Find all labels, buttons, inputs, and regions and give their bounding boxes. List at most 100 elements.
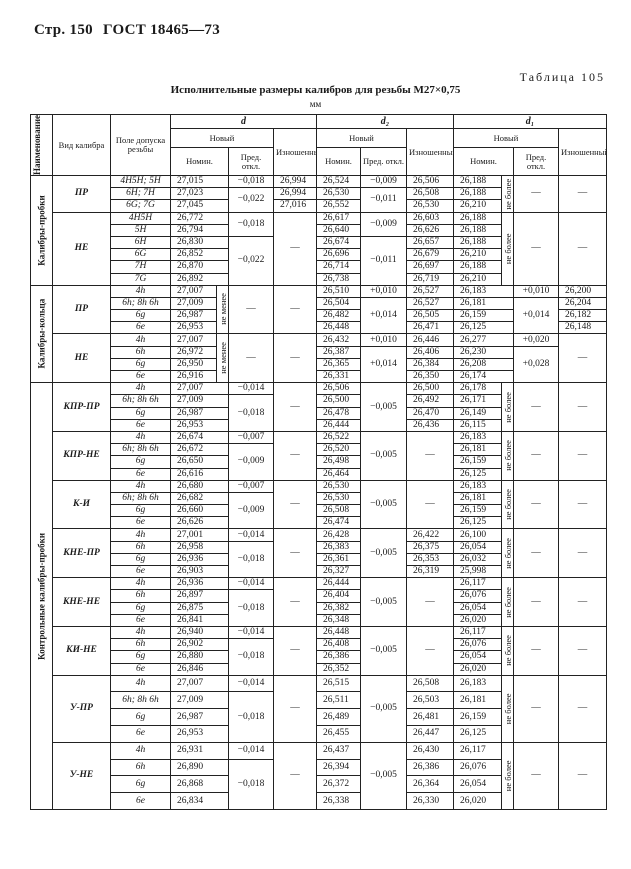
cell-tolerance-field: 5H — [110, 223, 171, 237]
cell-d-nominal: 26,916 — [170, 369, 217, 384]
cell-d2-worn: 26,364 — [406, 775, 454, 794]
cell-d2-nominal: 26,464 — [316, 467, 361, 481]
cell-d2-nominal: 26,530 — [316, 479, 361, 493]
cell-tolerance-field: 6h — [110, 589, 171, 603]
cell-d1-note: не более — [501, 626, 514, 676]
cell-gauge-type: КНЕ-ПР — [52, 528, 111, 579]
cell-d1-deviation: — — [513, 479, 559, 530]
table-row: 6h 26,897 −0,018 26,404 26,076 — [31, 589, 607, 627]
cell-d-nominal: 26,870 — [170, 260, 229, 274]
cell-tolerance-field: 4h — [110, 479, 171, 493]
cell-d2-nominal: 26,365 — [316, 357, 361, 372]
cell-tolerance-field: 4H5H — [110, 211, 171, 225]
cell-tolerance-field: 7H — [110, 260, 171, 274]
cell-d2-worn: 26,530 — [406, 199, 454, 213]
cell-d2-worn: 26,436 — [406, 418, 454, 432]
table-row: 6g 26,936 26,361 26,353 26,032 — [31, 552, 607, 567]
cell-tolerance-field: 6h; 8h 6h — [110, 691, 171, 710]
cell-tolerance-field: 6g — [110, 552, 171, 567]
cell-d-nominal: 26,987 — [170, 708, 229, 727]
cell-gauge-type: КИ-НЕ — [52, 625, 111, 676]
cell-d1-nominal: 26,076 — [453, 589, 502, 603]
cell-d-worn: — — [273, 479, 317, 530]
cell-d2-worn: 26,447 — [406, 725, 454, 743]
header-d-new: Новый — [170, 128, 274, 148]
cell-d2-nominal: 26,508 — [316, 504, 361, 518]
cell-d1-worn: 26,200 — [558, 284, 607, 298]
cell-gauge-type: ПР — [52, 284, 111, 335]
header-name: Наименование — [30, 114, 53, 176]
cell-d-nominal: 27,015 — [170, 174, 229, 189]
cell-d1-deviation: — — [513, 430, 559, 481]
cell-d-deviation: −0,018 — [228, 758, 274, 811]
cell-d2-worn: 26,470 — [406, 406, 454, 420]
cell-d2-deviation: −0,005 — [360, 577, 407, 627]
cell-tolerance-field: 4h — [110, 430, 171, 445]
cell-d1-nominal: 26,174 — [453, 369, 514, 384]
cell-d1-nominal: 26,054 — [453, 601, 502, 615]
cell-d-nominal: 26,936 — [170, 552, 229, 567]
cell-d-nominal: 27,007 — [170, 333, 217, 347]
cell-d2-worn: — — [406, 577, 454, 627]
standard-number: ГОСТ 18465—73 — [103, 22, 221, 38]
cell-d-worn: — — [273, 333, 317, 384]
page-number: Стр. 150 — [34, 22, 93, 38]
cell-d1-deviation: — — [513, 528, 559, 579]
cell-d2-nominal: 26,352 — [316, 662, 361, 676]
cell-d1-worn: 26,204 — [558, 296, 607, 311]
cell-d1-nominal: 26,208 — [453, 357, 514, 372]
cell-tolerance-field: 4h — [110, 528, 171, 542]
cell-d2-worn: 26,626 — [406, 223, 454, 237]
cell-d-worn: — — [273, 430, 317, 481]
cell-d-deviation: −0,018 — [228, 691, 274, 743]
cell-d2-worn: 26,384 — [406, 357, 454, 372]
cell-d-worn: 27,016 — [273, 199, 317, 213]
table-row: 6e 26,953 26,448 26,471 26,125 26,148 — [31, 321, 607, 335]
header-d2: d₂ — [316, 114, 454, 129]
cell-d2-nominal: 26,530 — [316, 187, 361, 201]
page-header: Стр. 150 ГОСТ 18465—73 — [34, 22, 226, 39]
cell-tolerance-field: 4h — [110, 625, 171, 640]
cell-d2-nominal: 26,714 — [316, 260, 361, 274]
cell-d2-worn: 26,508 — [406, 187, 454, 201]
cell-d-nominal: 26,682 — [170, 491, 229, 506]
cell-d2-nominal: 26,510 — [316, 284, 361, 298]
cell-d1-nominal: 26,020 — [453, 613, 502, 627]
cell-tolerance-field: 6g — [110, 357, 171, 372]
cell-d2-deviation: +0,010 — [360, 284, 407, 298]
cell-tolerance-field: 6e — [110, 467, 171, 481]
cell-d1-nominal: 26,277 — [453, 333, 514, 347]
cell-d2-worn: 26,330 — [406, 792, 454, 811]
cell-d-nominal: 26,931 — [170, 741, 229, 760]
cell-d2-deviation: +0,010 — [360, 333, 407, 347]
cell-tolerance-field: 6H — [110, 235, 171, 250]
table-row: 7G 26,892 26,738 26,719 26,210 — [31, 272, 607, 286]
cell-d2-nominal: 26,674 — [316, 235, 361, 250]
cell-d1-nominal: 26,020 — [453, 662, 502, 676]
cell-d1-deviation: — — [513, 382, 559, 432]
cell-d-nominal: 27,023 — [170, 187, 229, 201]
cell-d2-nominal: 26,522 — [316, 430, 361, 445]
cell-d-nominal: 27,001 — [170, 528, 229, 542]
cell-d1-nominal: 26,188 — [453, 223, 502, 237]
cell-d2-worn: 26,353 — [406, 552, 454, 567]
cell-d2-nominal: 26,448 — [316, 625, 361, 640]
cell-d-nominal: 26,880 — [170, 650, 229, 664]
table-row: 6G 26,852 26,696 26,679 26,210 — [31, 248, 607, 262]
table-unit: мм — [309, 99, 322, 109]
cell-d-worn: — — [273, 625, 317, 676]
cell-d1-deviation: — — [513, 175, 559, 213]
table-row: 6h 26,958 −0,018 26,383 26,375 26,054 — [31, 540, 607, 579]
cell-d2-worn: 26,386 — [406, 758, 454, 777]
cell-d-nominal: 27,007 — [170, 674, 229, 693]
cell-d2-deviation: −0,011 — [360, 235, 407, 286]
table-row: НЕ 4H5H 26,772 −0,018—26,617 −0,009 26,603 26,… — [31, 211, 607, 286]
cell-d-nominal: 27,007 — [170, 382, 229, 396]
cell-d-nominal: 26,958 — [170, 540, 229, 554]
cell-d1-worn: — — [558, 333, 607, 384]
cell-tolerance-field: 6e — [110, 321, 171, 335]
cell-d1-worn: — — [558, 430, 607, 481]
cell-d-nominal: 27,009 — [170, 296, 217, 311]
cell-d1-nominal: 26,054 — [453, 650, 502, 664]
cell-d-nominal: 26,950 — [170, 357, 217, 372]
